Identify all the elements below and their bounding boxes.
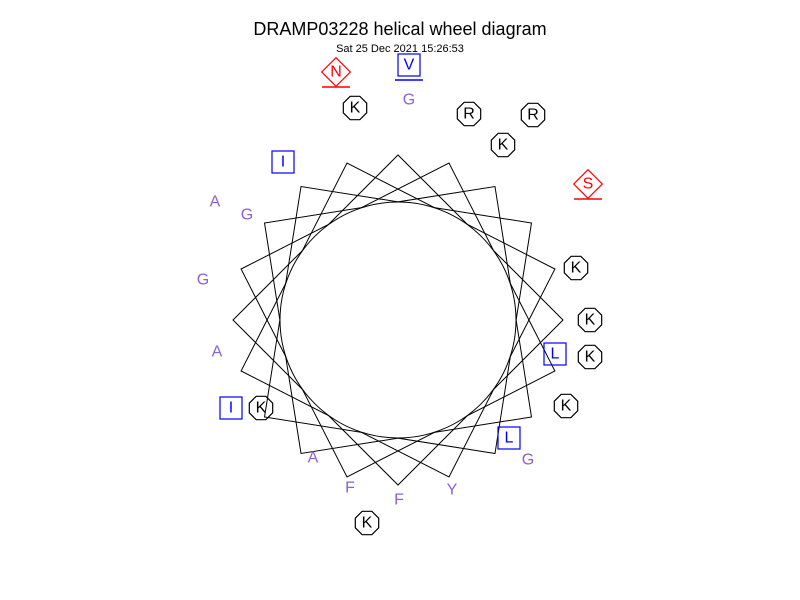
residue-label: V — [404, 57, 415, 74]
residue: K — [554, 394, 577, 417]
residue: A — [308, 450, 319, 467]
residue-label: N — [330, 64, 342, 81]
residue: S — [574, 170, 603, 199]
residue-label: G — [522, 452, 534, 469]
residue-label: F — [394, 492, 404, 509]
residue-label: L — [505, 430, 514, 447]
residue-label: A — [210, 194, 221, 211]
residue-label: K — [585, 349, 596, 366]
wheel-circle — [280, 202, 516, 438]
helical-wheel-diagram: V G N K R R K I S A G K G K A L K I K K L A G F F Y K — [0, 0, 800, 600]
residue: A — [212, 344, 223, 361]
residue-label: I — [281, 154, 285, 171]
residue: L — [544, 343, 566, 365]
residue-label: K — [561, 398, 572, 415]
residue-label: K — [350, 100, 361, 117]
residue-label: I — [229, 400, 233, 417]
residue: K — [578, 308, 601, 331]
residue-label: R — [527, 107, 539, 124]
residue-label: G — [403, 92, 415, 109]
residue: K — [564, 256, 587, 279]
residue: K — [343, 96, 366, 119]
residue-label: L — [551, 346, 560, 363]
residue: K — [355, 511, 378, 534]
residue-label: K — [498, 137, 509, 154]
residue: R — [521, 103, 544, 126]
residue: V — [395, 54, 423, 80]
residue-label: R — [463, 106, 475, 123]
residue: Y — [447, 482, 458, 499]
residue: G — [522, 452, 534, 469]
residue: F — [345, 480, 355, 497]
residue: I — [220, 397, 242, 419]
residue: K — [578, 345, 601, 368]
residue-label: G — [241, 207, 253, 224]
residue: G — [403, 92, 415, 109]
residue: G — [241, 207, 253, 224]
residue-label: K — [256, 400, 267, 417]
residue-label: G — [197, 272, 209, 289]
residue-label: A — [212, 344, 223, 361]
residue: K — [249, 396, 272, 419]
residue-label: Y — [447, 482, 458, 499]
residue-label: K — [571, 260, 582, 277]
residue: R — [457, 102, 480, 125]
residue-label: K — [585, 312, 596, 329]
residue: I — [272, 151, 294, 173]
residue: L — [498, 427, 520, 449]
residue: N — [322, 58, 351, 87]
residue-label: A — [308, 450, 319, 467]
residue-label: S — [583, 176, 594, 193]
residue: G — [197, 272, 209, 289]
residue-label: K — [362, 515, 373, 532]
residue: K — [491, 133, 514, 156]
residue: F — [394, 492, 404, 509]
residue-label: F — [345, 480, 355, 497]
residue: A — [210, 194, 221, 211]
